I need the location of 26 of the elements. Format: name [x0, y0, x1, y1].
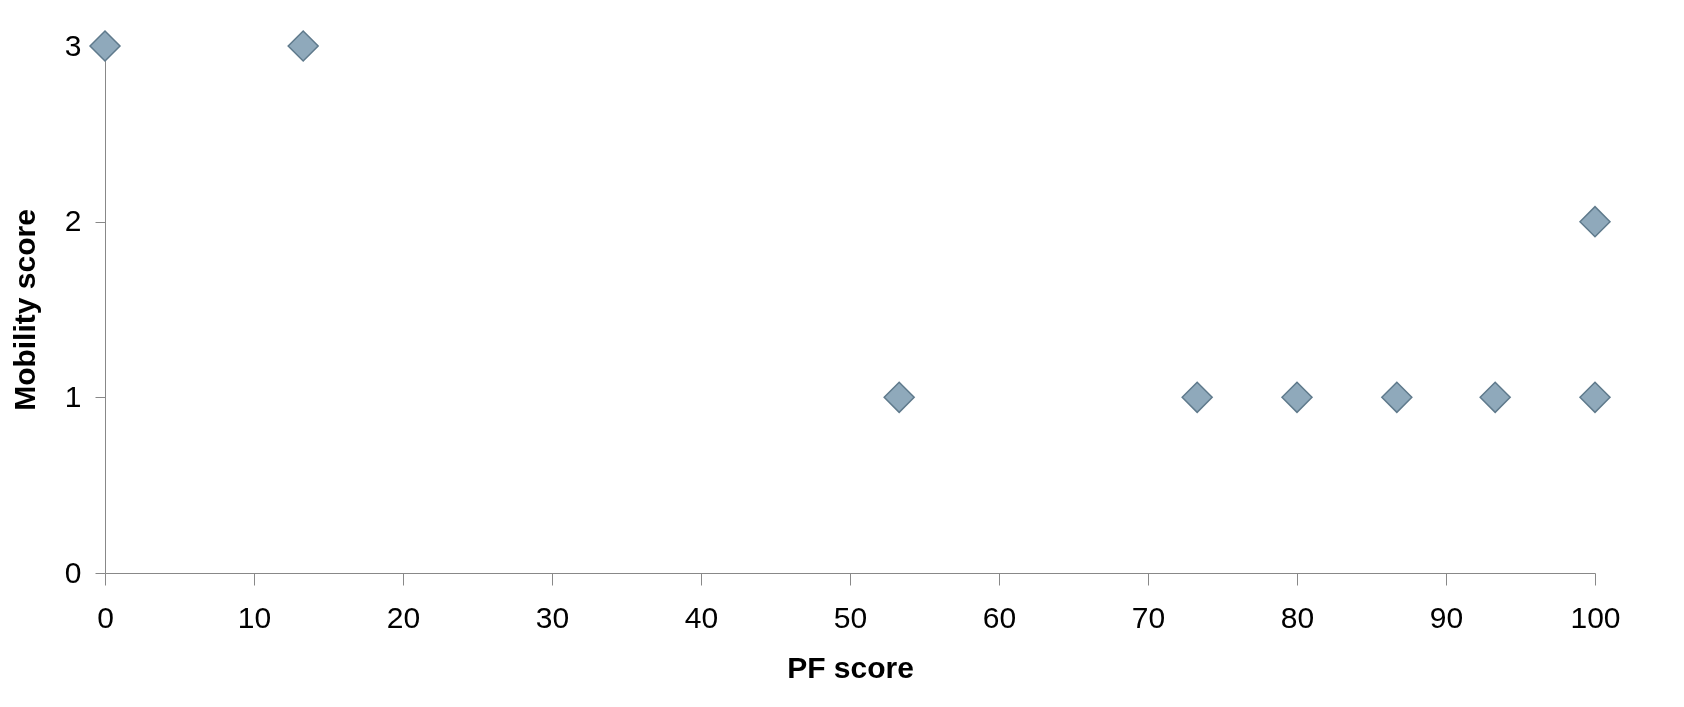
y-axis-title: Mobility score — [7, 209, 41, 411]
x-tick-label: 20 — [386, 600, 421, 634]
x-tick-label: 70 — [1131, 600, 1166, 634]
y-tick-label: 1 — [64, 379, 82, 413]
point — [883, 381, 915, 414]
point — [1579, 205, 1611, 238]
y-tick-label: 3 — [64, 28, 82, 62]
point — [1281, 381, 1313, 414]
x-tick-label: 60 — [982, 600, 1017, 634]
y-tick-label: 2 — [64, 204, 82, 238]
point — [89, 30, 121, 62]
x-tick-label: 80 — [1280, 600, 1315, 634]
y-tick-label: 0 — [64, 555, 82, 589]
point — [1579, 381, 1611, 414]
x-tick-label: 90 — [1429, 600, 1464, 634]
point — [287, 30, 319, 62]
x-tick-label: 100 — [1570, 600, 1621, 634]
point — [1479, 381, 1511, 414]
x-tick-label: 40 — [684, 600, 719, 634]
x-tick-label: 50 — [833, 600, 868, 634]
point — [1181, 381, 1213, 414]
x-axis-title: PF score — [787, 650, 914, 684]
x-tick-label: 30 — [535, 600, 570, 634]
x-tick-label: 10 — [237, 600, 272, 634]
x-tick-label: 0 — [97, 600, 114, 634]
point — [1381, 381, 1413, 414]
